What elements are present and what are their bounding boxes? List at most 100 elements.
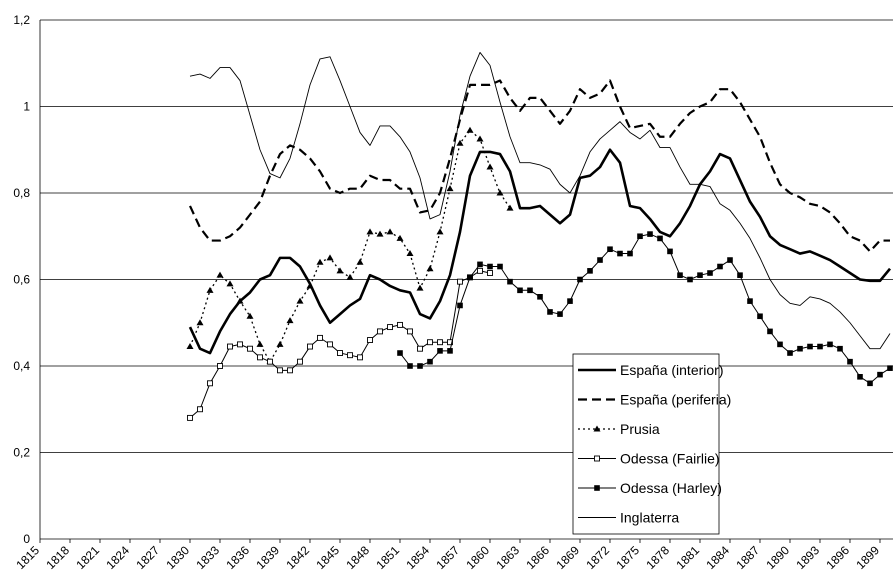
x-tick-label: 1860 bbox=[463, 543, 492, 572]
marker bbox=[386, 228, 394, 235]
marker bbox=[657, 235, 663, 242]
marker bbox=[487, 270, 493, 276]
marker bbox=[196, 319, 204, 326]
marker bbox=[487, 263, 493, 270]
marker bbox=[247, 345, 253, 352]
legend: España (interior) España (periferia) Prusi… bbox=[572, 353, 731, 535]
x-tick-label: 1866 bbox=[523, 543, 552, 572]
marker bbox=[496, 189, 504, 196]
marker bbox=[287, 367, 293, 374]
marker bbox=[347, 352, 353, 359]
marker bbox=[567, 298, 573, 304]
marker bbox=[416, 284, 424, 291]
marker bbox=[557, 311, 563, 317]
marker bbox=[206, 286, 214, 293]
marker bbox=[186, 343, 194, 350]
x-tick-label: 1830 bbox=[163, 543, 192, 572]
marker bbox=[617, 250, 623, 257]
legend-label: Odessa (Fairlie) bbox=[620, 451, 720, 467]
x-tick-label: 1836 bbox=[223, 543, 252, 572]
marker bbox=[306, 282, 314, 289]
marker bbox=[297, 358, 303, 365]
marker bbox=[457, 278, 463, 285]
marker bbox=[326, 254, 334, 261]
marker bbox=[477, 261, 483, 268]
x-tick-label: 1893 bbox=[793, 543, 822, 572]
marker bbox=[827, 341, 833, 348]
x-tick-label: 1854 bbox=[403, 543, 432, 572]
marker bbox=[607, 246, 613, 253]
marker bbox=[767, 328, 773, 335]
marker bbox=[877, 371, 883, 378]
marker bbox=[707, 270, 713, 276]
x-tick-label: 1896 bbox=[823, 543, 852, 572]
marker bbox=[477, 267, 483, 274]
series-line bbox=[189, 51, 891, 350]
marker bbox=[356, 258, 364, 265]
marker bbox=[397, 321, 403, 328]
y-tick-label: 0,4 bbox=[13, 359, 30, 373]
x-tick-label: 1881 bbox=[673, 543, 702, 572]
x-tick-label: 1857 bbox=[433, 543, 462, 572]
marker bbox=[217, 363, 223, 369]
marker bbox=[286, 317, 294, 324]
marker bbox=[447, 348, 453, 354]
marker bbox=[457, 302, 463, 309]
marker bbox=[507, 278, 513, 285]
y-tick-label: 0,6 bbox=[13, 273, 30, 287]
marker bbox=[346, 273, 354, 280]
legend-marker bbox=[594, 485, 600, 491]
marker bbox=[456, 139, 464, 146]
series-line bbox=[189, 79, 890, 253]
marker bbox=[236, 297, 244, 304]
x-tick-label: 1848 bbox=[343, 543, 372, 572]
legend-label: España (interior) bbox=[620, 362, 724, 378]
marker bbox=[506, 204, 514, 211]
marker bbox=[367, 337, 373, 343]
legend-box bbox=[572, 353, 720, 535]
marker bbox=[677, 272, 683, 278]
marker bbox=[436, 228, 444, 235]
marker bbox=[256, 340, 264, 347]
marker bbox=[647, 231, 653, 237]
marker bbox=[357, 354, 363, 361]
marker bbox=[437, 348, 443, 354]
marker bbox=[637, 233, 643, 240]
series-line bbox=[189, 129, 511, 363]
marker bbox=[687, 276, 693, 283]
marker bbox=[527, 287, 533, 294]
marker bbox=[396, 234, 404, 241]
y-tick-label: 1 bbox=[23, 100, 30, 114]
legend-label: Odessa (Harley) bbox=[620, 480, 722, 496]
marker bbox=[837, 345, 843, 352]
marker bbox=[437, 339, 443, 346]
x-tick-label: 1884 bbox=[703, 543, 732, 572]
marker bbox=[267, 358, 273, 365]
x-tick-label: 1899 bbox=[853, 543, 882, 572]
marker bbox=[517, 287, 523, 294]
x-tick-label: 1845 bbox=[313, 543, 342, 572]
legend-label: España (periferia) bbox=[620, 392, 731, 408]
marker bbox=[377, 328, 383, 335]
marker bbox=[797, 345, 803, 352]
marker bbox=[227, 343, 233, 350]
x-tick-label: 1815 bbox=[13, 543, 42, 572]
marker bbox=[427, 358, 433, 365]
marker bbox=[787, 350, 793, 356]
marker bbox=[406, 250, 414, 257]
marker bbox=[597, 257, 603, 263]
x-tick-label: 1872 bbox=[583, 543, 612, 572]
marker bbox=[366, 228, 374, 235]
x-tick-label: 1878 bbox=[643, 543, 672, 572]
marker bbox=[276, 340, 284, 347]
x-tick-label: 1851 bbox=[373, 543, 402, 572]
x-tick-label: 1839 bbox=[253, 543, 282, 572]
marker bbox=[407, 363, 413, 369]
x-tick-label: 1842 bbox=[283, 543, 312, 572]
y-tick-label: 0,2 bbox=[13, 446, 30, 460]
marker bbox=[376, 230, 384, 237]
marker bbox=[747, 298, 753, 304]
marker bbox=[697, 272, 703, 278]
marker bbox=[757, 313, 763, 320]
